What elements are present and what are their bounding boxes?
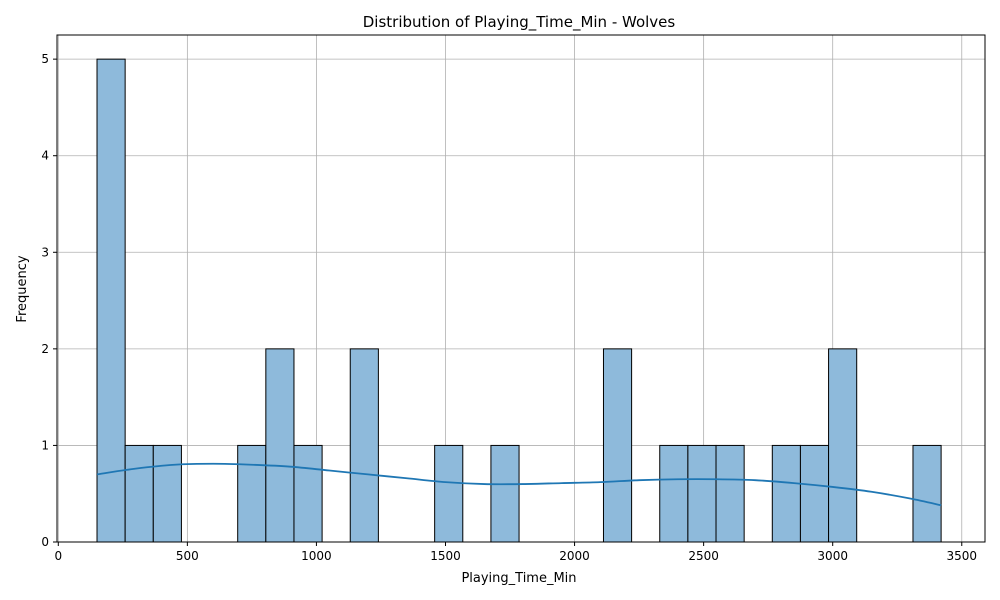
histogram-bar — [603, 349, 631, 542]
x-tick-label: 3500 — [946, 549, 977, 563]
y-tick-label: 4 — [41, 149, 49, 163]
y-axis-label: Frequency — [15, 255, 30, 322]
histogram-bar — [97, 59, 125, 542]
y-tick-label: 0 — [41, 535, 49, 549]
histogram-bar — [350, 349, 378, 542]
x-tick-label: 0 — [54, 549, 62, 563]
histogram-bar — [238, 445, 266, 542]
x-tick-label: 2000 — [559, 549, 590, 563]
y-tick-label: 5 — [41, 52, 49, 66]
bars-layer — [97, 59, 941, 542]
x-tick-label: 1500 — [430, 549, 461, 563]
chart-title: Distribution of Playing_Time_Min - Wolve… — [363, 13, 676, 32]
histogram-bar — [294, 445, 322, 542]
y-tick-label: 2 — [41, 342, 49, 356]
histogram-bar — [688, 445, 716, 542]
histogram-bar — [716, 445, 744, 542]
y-tick-label: 3 — [41, 245, 49, 259]
histogram-bar — [153, 445, 181, 542]
x-tick-label: 2500 — [688, 549, 719, 563]
x-tick-label: 500 — [176, 549, 199, 563]
x-tick-label: 1000 — [301, 549, 332, 563]
histogram-bar — [660, 445, 688, 542]
histogram-bar — [266, 349, 294, 542]
x-axis-label: Playing_Time_Min — [461, 571, 576, 586]
histogram-bar — [913, 445, 941, 542]
histogram-bar — [491, 445, 519, 542]
histogram-bar — [829, 349, 857, 542]
histogram-bar — [435, 445, 463, 542]
histogram-bar — [772, 445, 800, 542]
y-tick-label: 1 — [41, 438, 49, 452]
histogram-bar — [800, 445, 828, 542]
x-tick-label: 3000 — [817, 549, 848, 563]
histogram-bar — [125, 445, 153, 542]
